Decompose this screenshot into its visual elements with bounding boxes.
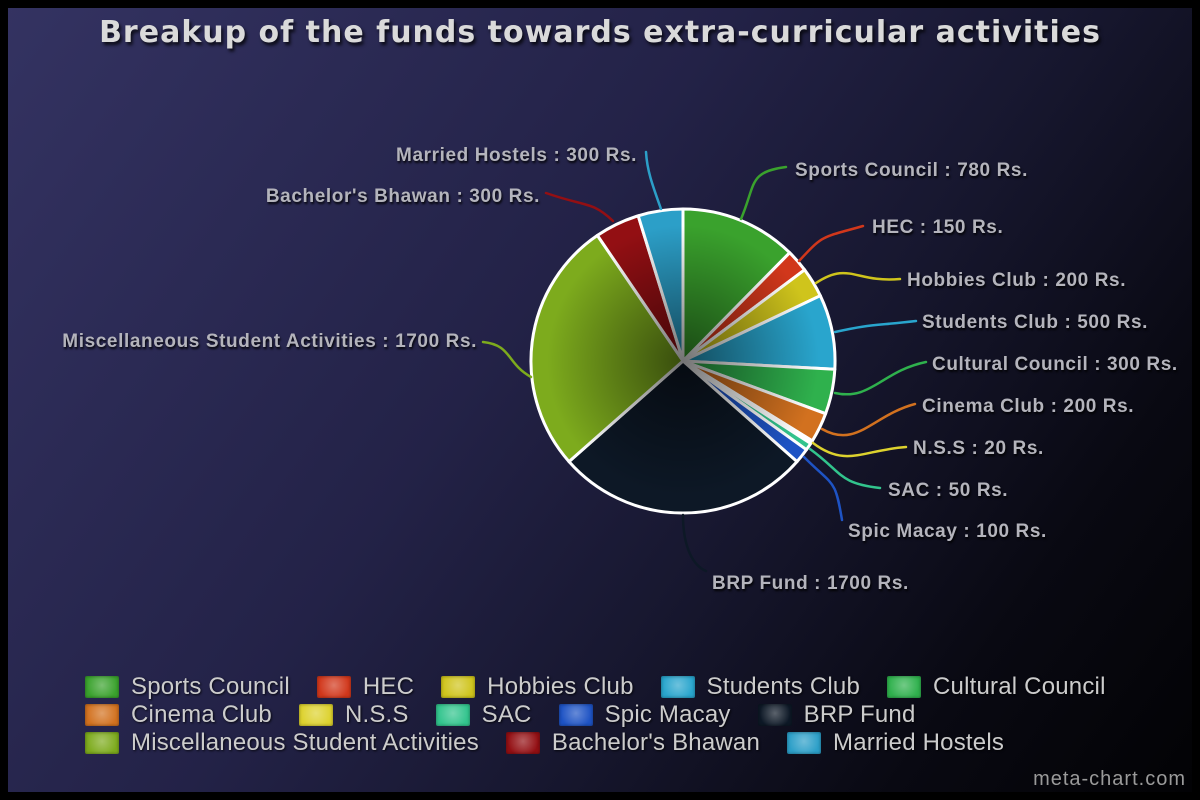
pie-label-nss: N.S.S : 20 Rs.: [913, 438, 1044, 459]
chart-title: Breakup of the funds towards extra-curri…: [99, 15, 1101, 50]
legend-label-hobbies-club: Hobbies Club: [487, 673, 634, 700]
legend-label-cinema-club: Cinema Club: [131, 701, 272, 728]
pie-label-brp-fund: BRP Fund : 1700 Rs.: [712, 573, 909, 594]
pie-label-hobbies-club: Hobbies Club : 200 Rs.: [907, 270, 1127, 291]
legend-label-students-club: Students Club: [706, 673, 861, 700]
pie-shading: [532, 210, 834, 512]
leader-line-n-s-s: [811, 441, 908, 458]
leader-line-bachelor-s-bhawan: [544, 191, 615, 223]
legend-label-married-hostels: Married Hostels: [833, 729, 1005, 756]
pie-label-cinema-club: Cinema Club : 200 Rs.: [922, 396, 1135, 417]
legend-swatch-married-hostels: [787, 732, 822, 754]
legend-item-brp-fund: BRP Fund: [757, 701, 916, 729]
pie-label-married-hostels: Married Hostels : 300 Rs.: [396, 145, 637, 166]
pie-label-bachelors-bhawan: Bachelor's Bhawan : 300 Rs.: [265, 186, 540, 207]
leader-line-spic-macay: [802, 455, 844, 522]
legend-label-hec: HEC: [362, 673, 415, 700]
legend-swatch-cinema-club: [85, 704, 119, 726]
legend-swatch-spic-macay: [558, 704, 593, 726]
legend-swatch-bachelor-s-bhawan: [505, 732, 540, 754]
leader-line-sports-council: [739, 165, 788, 221]
legend: Sports Council HEC Hobbies Club Students Cl…: [85, 673, 1106, 757]
legend-swatch-hobbies-club: [441, 676, 476, 698]
legend-label-sac: SAC: [481, 701, 532, 728]
legend-item-bachelor-s-bhawan: Bachelor's Bhawan: [505, 729, 761, 757]
legend-row-2: Cinema Club N.S.S SAC Spic Macay BRP Fund: [85, 701, 1106, 729]
legend-item-hec: HEC: [316, 673, 415, 701]
leader-line-brp-fund: [681, 513, 708, 573]
pie-label-students-club: Students Club : 500 Rs.: [922, 312, 1149, 333]
pie-label-spic-macay: Spic Macay : 100 Rs.: [848, 521, 1047, 542]
legend-item-sports-council: Sports Council: [85, 673, 290, 701]
legend-item-students-club: Students Club: [660, 673, 861, 701]
legend-swatch-sports-council: [85, 676, 119, 698]
leader-line-hobbies-club: [814, 271, 902, 285]
legend-item-sac: SAC: [435, 701, 532, 729]
leader-line-hec: [797, 224, 865, 263]
leader-line-cultural-council: [833, 360, 928, 396]
leader-line-miscellaneous-student-activities: [481, 340, 533, 379]
legend-row-1: Sports Council HEC Hobbies Club Students Cl…: [85, 673, 1106, 701]
legend-swatch-brp-fund: [757, 704, 792, 726]
legend-swatch-n-s-s: [298, 704, 333, 726]
pie-label-cultural-council: Cultural Council : 300 Rs.: [932, 354, 1178, 375]
legend-item-n-s-s: N.S.S: [298, 701, 409, 729]
legend-label-bachelor-s-bhawan: Bachelor's Bhawan: [551, 729, 761, 756]
legend-item-spic-macay: Spic Macay: [558, 701, 731, 729]
legend-label-spic-macay: Spic Macay: [604, 701, 731, 728]
pie-label-misc-student-activities: Miscellaneous Student Activities : 1700 …: [62, 331, 477, 352]
legend-swatch-students-club: [660, 676, 695, 698]
pie-label-sports-council: Sports Council : 780 Rs.: [795, 160, 1028, 181]
leader-line-cinema-club: [820, 402, 917, 437]
legend-item-cinema-club: Cinema Club: [85, 701, 272, 729]
legend-item-cultural-council: Cultural Council: [887, 673, 1106, 701]
leader-line-sac: [808, 447, 882, 490]
pie-label-hec: HEC : 150 Rs.: [872, 217, 1004, 238]
pie-label-sac: SAC : 50 Rs.: [888, 480, 1009, 501]
legend-swatch-sac: [435, 704, 470, 726]
watermark: meta-chart.com: [1033, 768, 1186, 790]
leader-line-students-club: [833, 319, 918, 334]
legend-swatch-cultural-council: [887, 676, 922, 698]
legend-item-miscellaneous-student-activities: Miscellaneous Student Activities: [85, 729, 479, 757]
legend-label-n-s-s: N.S.S: [344, 701, 409, 728]
legend-swatch-hec: [316, 676, 351, 698]
legend-item-married-hostels: Married Hostels: [787, 729, 1004, 757]
legend-label-sports-council: Sports Council: [131, 673, 290, 700]
legend-row-3: Miscellaneous Student Activities Bachelor…: [85, 729, 1106, 757]
leader-line-married-hostels: [644, 150, 663, 211]
legend-label-brp-fund: BRP Fund: [803, 701, 916, 728]
legend-label-miscellaneous-student-activities: Miscellaneous Student Activities: [131, 729, 479, 756]
legend-item-hobbies-club: Hobbies Club: [441, 673, 633, 701]
legend-label-cultural-council: Cultural Council: [933, 673, 1106, 700]
legend-swatch-miscellaneous-student-activities: [85, 732, 119, 754]
leader-lines: [481, 150, 928, 573]
